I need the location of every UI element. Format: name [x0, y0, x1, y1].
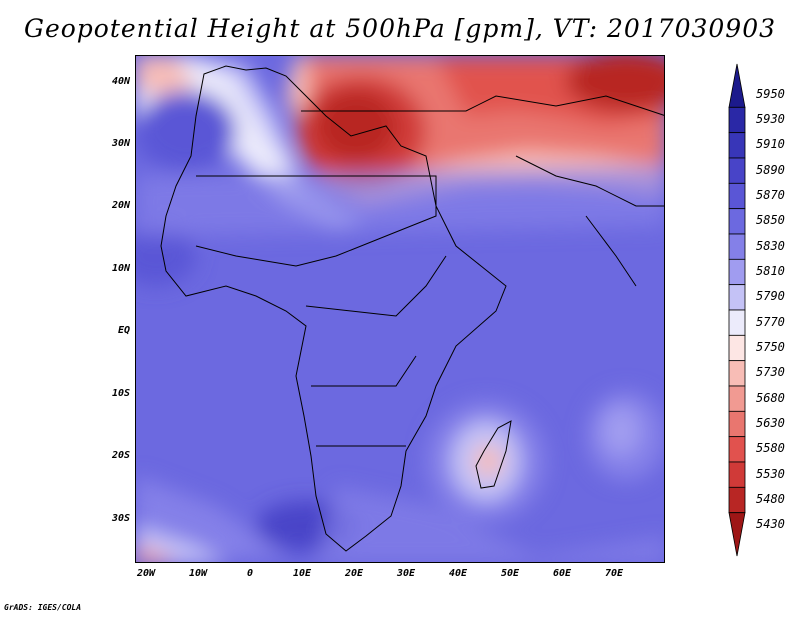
colorbar-label-5950: 5950 [756, 86, 785, 101]
colorbar-label-5930: 5930 [756, 112, 785, 126]
lat-label-10n: 10N [111, 263, 130, 274]
lon-label-50e: 50E [500, 568, 520, 579]
colorbar-label-5830: 5830 [756, 238, 785, 253]
colorbar-label-5530: 5530 [756, 466, 785, 481]
colorbar-swatch-5930 [728, 106, 746, 134]
colorbar-swatch-5750 [728, 334, 746, 362]
lat-label-40n: 40N [111, 76, 130, 87]
lon-label-20e: 20E [344, 568, 364, 579]
colorbar-label-5850: 5850 [756, 213, 785, 228]
lat-label-20n: 20N [111, 200, 130, 211]
colorbar-label-5730: 5730 [756, 365, 785, 380]
colorbar-label-5430: 5430 [756, 517, 785, 532]
lon-label-40e: 40E [448, 568, 468, 579]
colorbar-swatch-5890 [728, 157, 746, 184]
colorbar-swatch-5680 [728, 385, 746, 412]
lon-label-70e: 70E [604, 568, 624, 579]
lon-label-60e: 60E [552, 568, 572, 579]
lat-label-10s: 10S [111, 388, 130, 399]
colorbar-label-5580: 5580 [756, 441, 785, 456]
colorbar-swatch-5790 [728, 284, 746, 311]
colorbar-swatch-5810 [728, 258, 746, 286]
map-plot-area [135, 55, 665, 563]
lon-label-30e: 30E [396, 568, 416, 579]
lat-label-30s: 30S [111, 513, 130, 524]
lat-label-eq: EQ [117, 325, 130, 336]
colorbar-label-5750: 5750 [756, 340, 785, 354]
colorbar-swatch-5730 [728, 360, 746, 387]
colorbar-label-5810: 5810 [756, 264, 785, 278]
colorbar-label-5790: 5790 [756, 289, 785, 304]
colorbar-swatch-5910 [728, 132, 746, 159]
lon-label-10e: 10E [292, 568, 312, 579]
lon-label-10w: 10W [188, 568, 208, 579]
lat-label-30n: 30N [111, 138, 130, 149]
colorbar-swatch-5770 [728, 309, 746, 336]
colorbar-label-5480: 5480 [756, 492, 785, 506]
map-title: Geopotential Height at 500hPa [gpm], VT:… [23, 14, 777, 43]
lon-label-0: 0 [246, 568, 254, 579]
colorbar-label-5870: 5870 [756, 188, 785, 202]
colorbar-swatch-5430 [728, 512, 746, 557]
lon-label-20w: 20W [136, 568, 156, 579]
colorbar-swatch-5830 [728, 233, 746, 260]
colorbar [728, 63, 746, 557]
height-field-map [136, 56, 664, 562]
colorbar-label-5630: 5630 [756, 416, 785, 430]
colorbar-swatch-5530 [728, 461, 746, 488]
colorbar-swatch-5580 [728, 436, 746, 463]
colorbar-swatch-5870 [728, 182, 746, 210]
coastlines [160, 65, 664, 552]
height-contour-fill [136, 56, 664, 562]
colorbar-label-5910: 5910 [756, 137, 785, 152]
colorbar-swatch-5480 [728, 486, 746, 514]
colorbar-label-5890: 5890 [756, 162, 785, 177]
colorbar-label-5770: 5770 [756, 314, 785, 329]
grads-credit: GrADS: IGES/COLA [4, 603, 82, 612]
colorbar-label-5680: 5680 [756, 390, 785, 405]
lat-label-20s: 20S [111, 450, 130, 461]
colorbar-swatch-5850 [728, 208, 746, 235]
colorbar-swatch-5950 [728, 63, 746, 108]
colorbar-swatch-5630 [728, 410, 746, 438]
